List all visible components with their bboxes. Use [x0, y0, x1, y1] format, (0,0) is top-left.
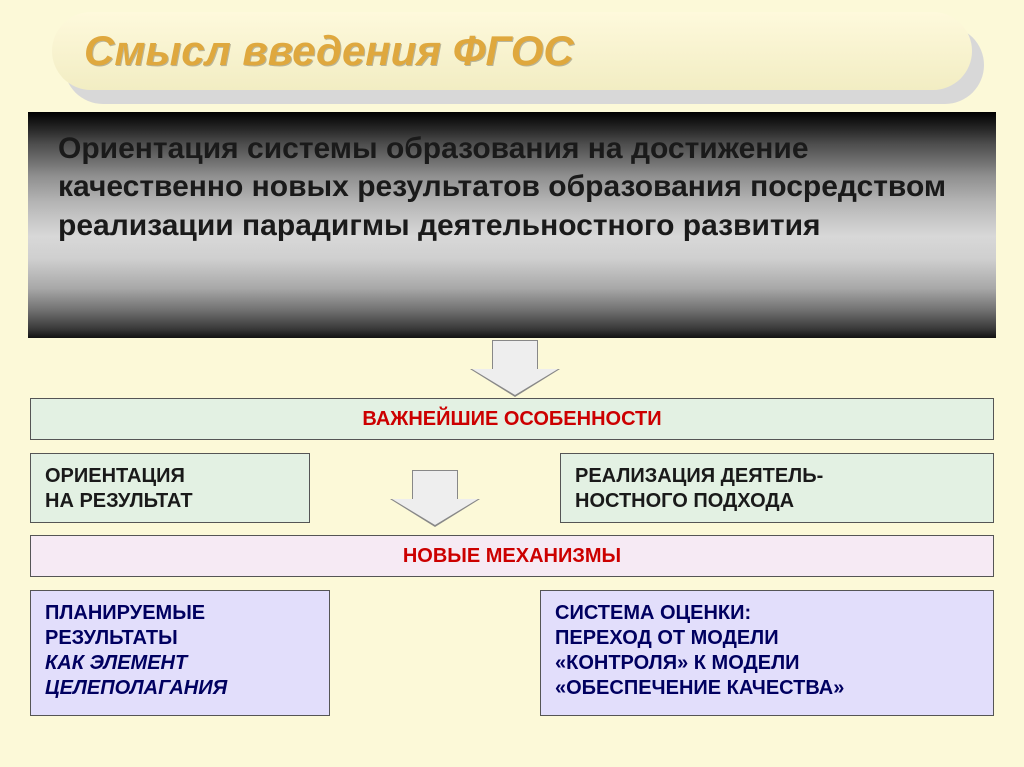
down-arrow-icon	[390, 470, 480, 528]
feature-box-approach-text: РЕАЛИЗАЦИЯ ДЕЯТЕЛЬ-НОСТНОГО ПОДХОДА	[575, 465, 823, 512]
section-header-features-label: ВАЖНЕЙШИЕ ОСОБЕННОСТИ	[362, 408, 661, 431]
mechanism-box-results-plain: ПЛАНИРУЕМЫЕРЕЗУЛЬТАТЫ	[45, 602, 205, 649]
feature-box-approach: РЕАЛИЗАЦИЯ ДЕЯТЕЛЬ-НОСТНОГО ПОДХОДА	[560, 453, 994, 523]
section-header-mechanisms-label: НОВЫЕ МЕХАНИЗМЫ	[403, 545, 621, 568]
section-header-mechanisms: НОВЫЕ МЕХАНИЗМЫ	[30, 535, 994, 577]
mechanism-box-assessment-text: СИСТЕМА ОЦЕНКИ:ПЕРЕХОД ОТ МОДЕЛИ«КОНТРОЛ…	[555, 602, 844, 699]
feature-box-orientation: ОРИЕНТАЦИЯНА РЕЗУЛЬТАТ	[30, 453, 310, 523]
main-statement-text: Ориентация системы образования на достиж…	[58, 130, 966, 245]
section-header-features: ВАЖНЕЙШИЕ ОСОБЕННОСТИ	[30, 398, 994, 440]
slide-title-container: Смысл введения ФГОС	[52, 12, 972, 96]
main-statement-box: Ориентация системы образования на достиж…	[28, 112, 996, 338]
feature-box-orientation-text: ОРИЕНТАЦИЯНА РЕЗУЛЬТАТ	[45, 465, 193, 512]
down-arrow-icon	[470, 340, 560, 398]
slide-title: Смысл введения ФГОС	[84, 27, 574, 75]
mechanism-box-results: ПЛАНИРУЕМЫЕРЕЗУЛЬТАТЫ КАК ЭЛЕМЕНТЦЕЛЕПОЛ…	[30, 590, 330, 716]
title-bar: Смысл введения ФГОС	[52, 12, 972, 90]
mechanism-box-results-italic: КАК ЭЛЕМЕНТЦЕЛЕПОЛАГАНИЯ	[45, 652, 227, 699]
mechanism-box-assessment: СИСТЕМА ОЦЕНКИ:ПЕРЕХОД ОТ МОДЕЛИ«КОНТРОЛ…	[540, 590, 994, 716]
